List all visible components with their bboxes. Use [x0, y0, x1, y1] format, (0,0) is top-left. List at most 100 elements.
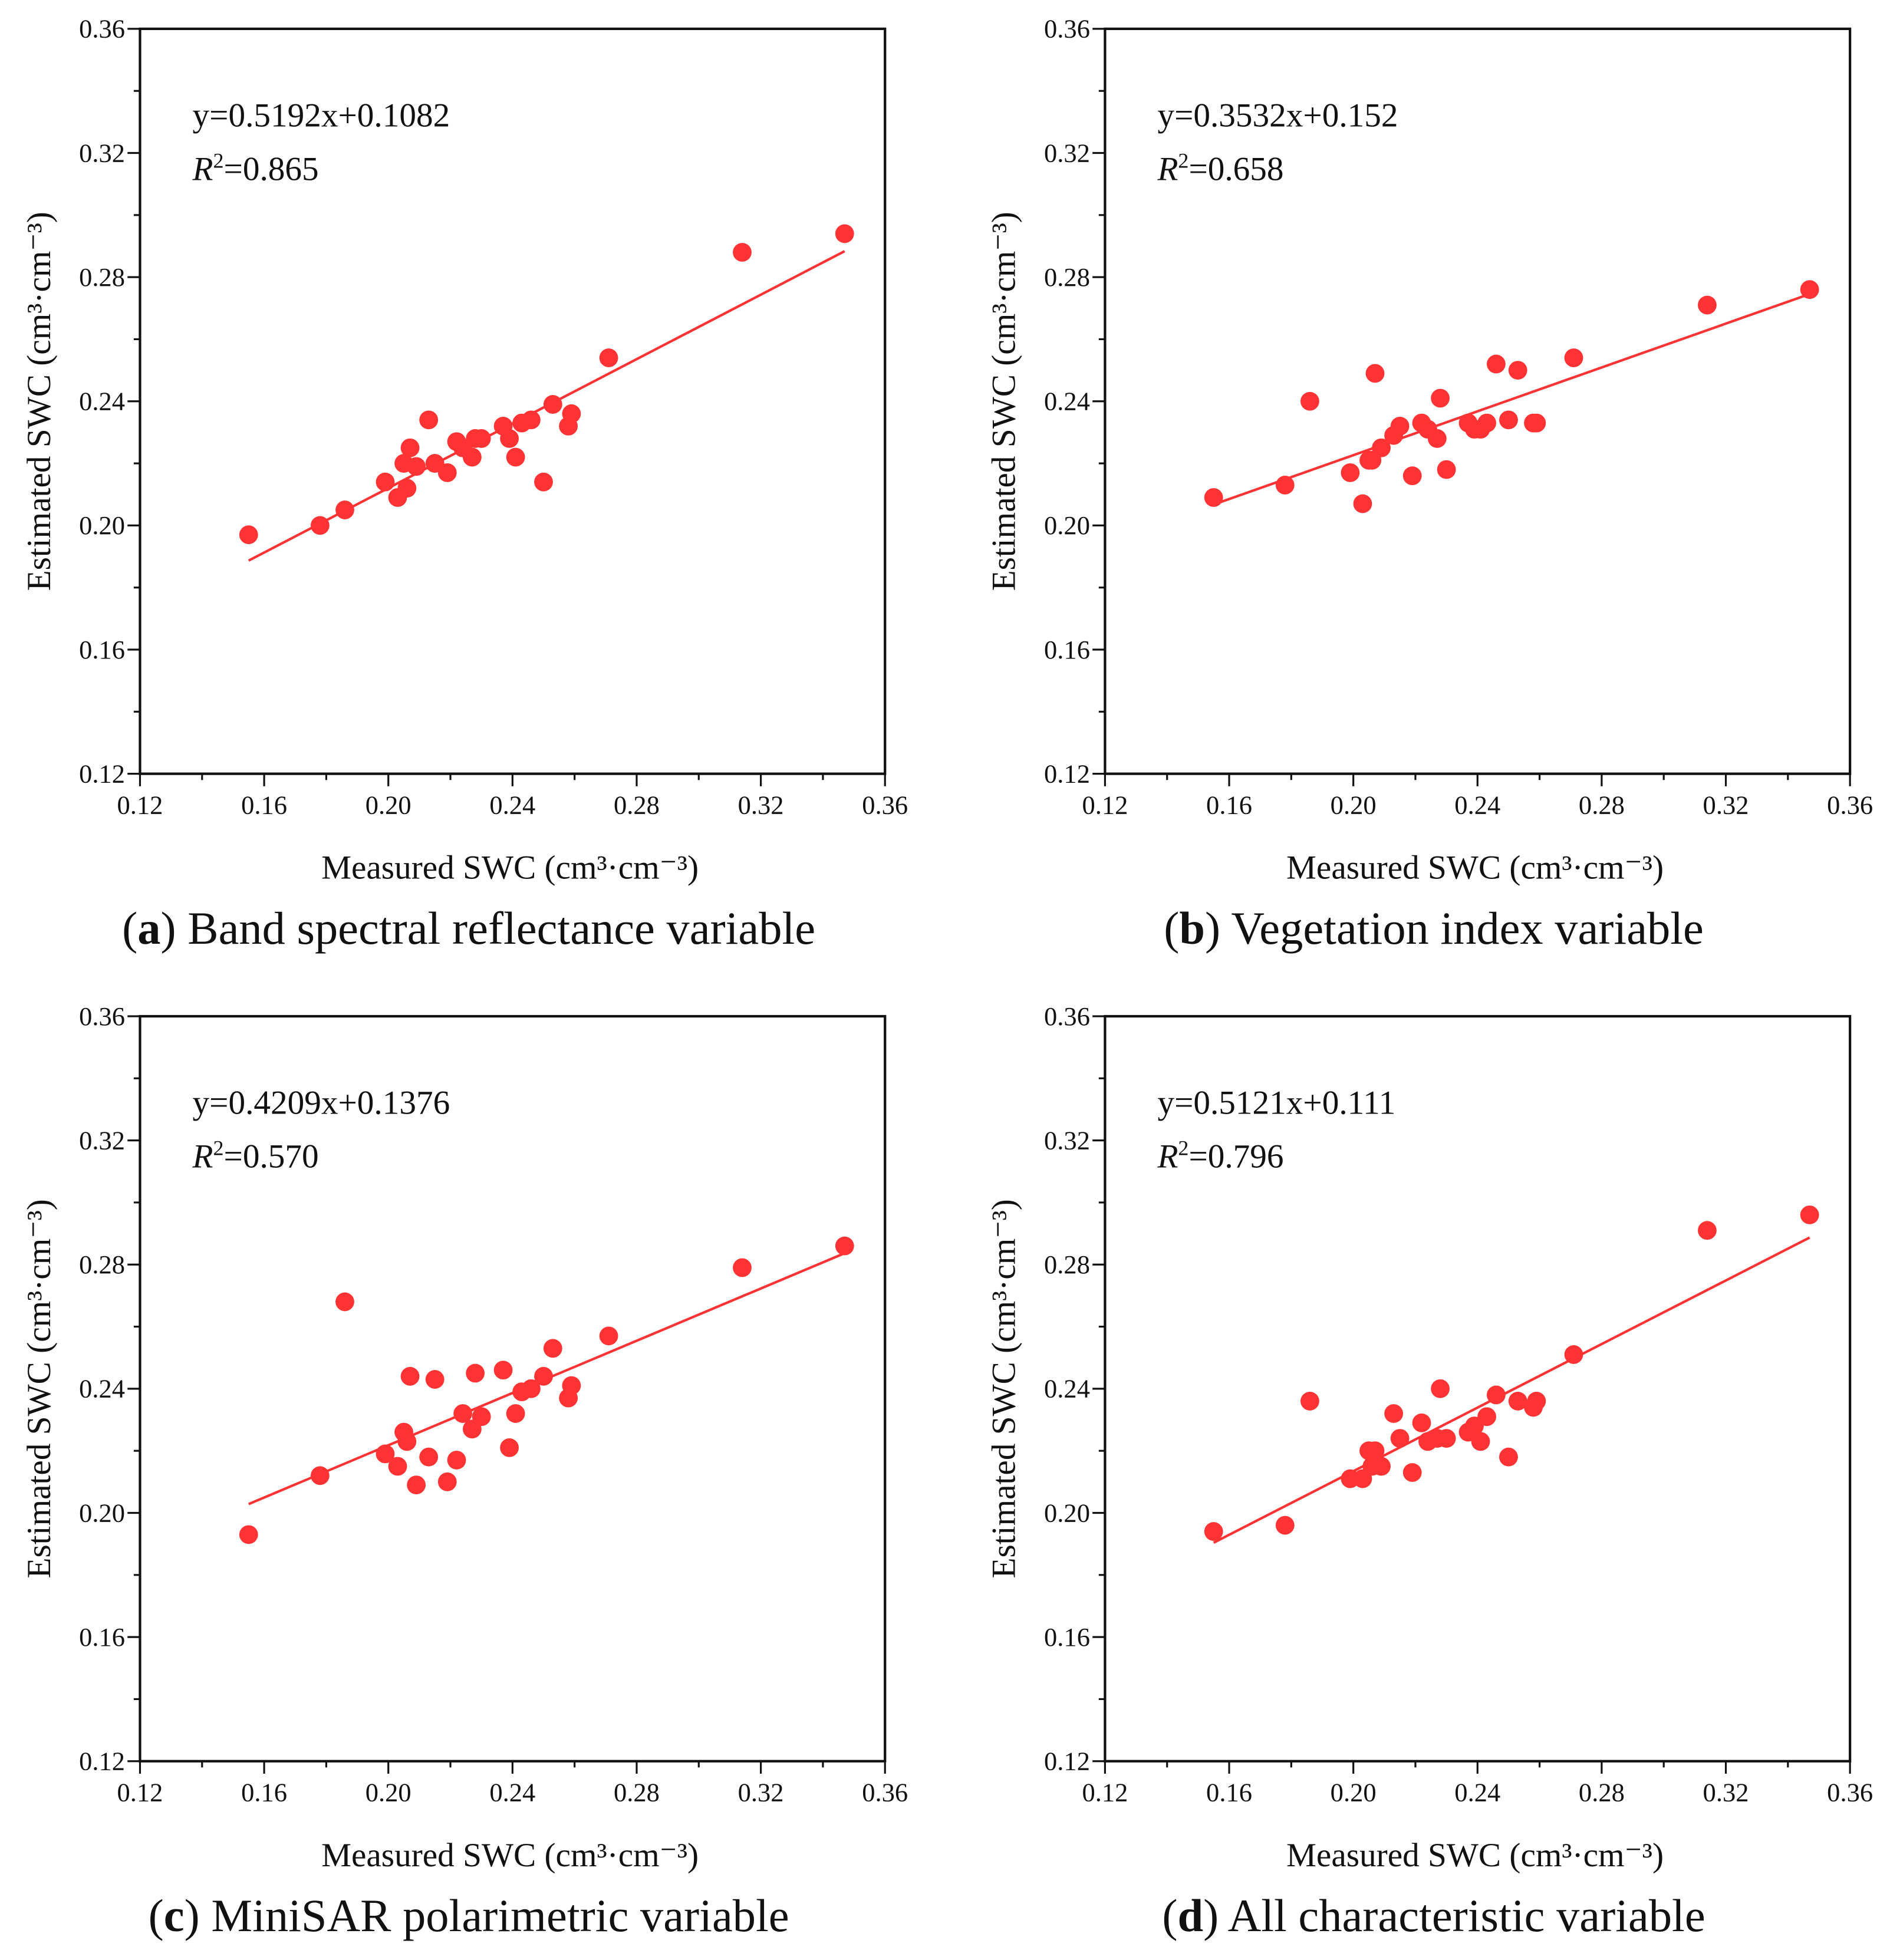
r-symbol: R: [1157, 150, 1178, 187]
data-point: [1390, 416, 1410, 436]
data-point: [500, 1438, 519, 1457]
x-axis-label: Measured SWC (cm³·cm⁻³): [1286, 1837, 1664, 1874]
data-point: [472, 1407, 491, 1427]
data-point: [1353, 494, 1372, 513]
data-point: [239, 525, 258, 545]
plot-frame: [139, 1014, 887, 1763]
x-tick-label: 0.12: [1082, 1778, 1128, 1807]
data-point: [1471, 1432, 1490, 1451]
x-tick-label: 0.20: [1331, 790, 1377, 819]
x-tick-label: 0.12: [117, 1778, 163, 1807]
data-point: [388, 1457, 407, 1476]
x-tick-label: 0.36: [1827, 790, 1873, 819]
data-point: [1412, 1413, 1431, 1432]
x-tick-label: 0.28: [614, 1778, 660, 1807]
caption-letter: b: [1179, 902, 1205, 954]
data-point: [466, 1363, 485, 1383]
data-point: [534, 472, 553, 492]
x-tick-label: 0.16: [241, 790, 287, 819]
data-point: [733, 243, 752, 262]
caption-text: All characteristic variable: [1219, 1890, 1705, 1941]
y-tick-label: 0.24: [79, 1374, 125, 1404]
x-tick-label: 0.32: [1703, 790, 1749, 819]
caption-paren-close: ): [1205, 902, 1220, 954]
caption-paren-open: (: [122, 902, 137, 954]
r-superscript: 2: [213, 1136, 224, 1159]
panel-a: 0.120.12 0.16 0.16 0.20 0.20 0.24 0.24 0.28 0.28…: [21, 14, 908, 954]
data-point: [1477, 413, 1496, 433]
data-point: [376, 472, 395, 492]
y-tick-label: 0.32: [1044, 1125, 1090, 1155]
x-axis-label: Measured SWC (cm³·cm⁻³): [1286, 849, 1664, 887]
y-tick-label: 0.12: [1044, 759, 1090, 788]
data-point: [400, 438, 420, 457]
y-tick-label: 0.28: [1044, 1250, 1090, 1279]
y-axis-label: Estimated SWC (cm³·cm⁻³): [986, 1199, 1023, 1578]
x-tick-label: 0.28: [614, 790, 660, 819]
caption-paren-close: ): [161, 902, 176, 954]
x-tick-label: 0.20: [366, 790, 411, 819]
data-point: [733, 1258, 752, 1277]
y-tick-label: 0.28: [79, 262, 125, 292]
data-point: [419, 410, 439, 430]
y-tick-label: 0.12: [1044, 1747, 1090, 1776]
x-tick-label: 0.28: [1579, 790, 1625, 819]
caption-letter: a: [137, 902, 160, 954]
data-point: [453, 1404, 473, 1423]
y-tick-label: 0.36: [1044, 14, 1090, 44]
panel-c: 0.120.12 0.16 0.16 0.20 0.20 0.24 0.24 0.28 0.28…: [21, 1002, 908, 1941]
x-tick-label: 0.12: [117, 790, 163, 819]
y-axis-label: Estimated SWC (cm³·cm⁻³): [986, 212, 1023, 591]
data-point: [407, 1475, 426, 1494]
data-point: [1384, 1404, 1404, 1423]
data-point: [522, 1379, 541, 1398]
data-point: [1365, 1441, 1385, 1461]
y-tick-label: 0.16: [79, 1622, 125, 1652]
data-point: [1698, 295, 1717, 315]
x-tick-label: 0.24: [489, 790, 535, 819]
data-point: [376, 1444, 395, 1464]
data-point: [1372, 438, 1391, 457]
x-tick-label: 0.20: [366, 1778, 411, 1807]
x-tick-label: 0.24: [1454, 790, 1500, 819]
data-point: [1204, 488, 1223, 507]
data-point: [407, 457, 426, 476]
data-point: [397, 1432, 417, 1451]
data-point: [310, 516, 330, 535]
plot-frame: [1104, 27, 1852, 775]
regression-equation: y=0.3532x+0.152: [1157, 97, 1398, 134]
data-point: [1300, 391, 1319, 411]
r-symbol: R: [192, 150, 213, 187]
y-tick-label: 0.20: [1044, 510, 1090, 540]
data-point: [1698, 1221, 1717, 1240]
data-point: [1402, 466, 1422, 486]
data-point: [1390, 1429, 1410, 1448]
r-symbol: R: [192, 1138, 213, 1175]
x-tick-label: 0.32: [738, 790, 784, 819]
data-point: [397, 479, 417, 498]
data-point: [472, 429, 491, 448]
data-point: [1527, 1392, 1546, 1411]
y-tick-label: 0.12: [79, 1747, 125, 1776]
data-point: [400, 1366, 420, 1386]
caption-paren-close: ): [185, 1890, 200, 1941]
data-point: [1300, 1392, 1319, 1411]
fit-line: [1213, 292, 1810, 506]
data-point: [835, 224, 854, 243]
data-point: [835, 1236, 854, 1256]
data-point: [335, 1292, 354, 1312]
plot-frame: [1104, 1014, 1852, 1763]
data-point: [335, 500, 354, 519]
y-tick-label: 0.36: [79, 1002, 125, 1031]
y-tick-label: 0.16: [79, 635, 125, 664]
data-point: [437, 1472, 457, 1491]
r-squared-value: =0.865: [224, 150, 319, 187]
r-squared: R2=0.865: [192, 149, 319, 187]
y-tick-label: 0.24: [1044, 387, 1090, 416]
y-tick-label: 0.16: [1044, 635, 1090, 664]
panel-caption: (d) All characteristic variable: [1162, 1890, 1705, 1941]
data-point: [599, 1326, 618, 1346]
x-tick-label: 0.24: [1454, 1778, 1500, 1807]
y-tick-label: 0.28: [79, 1250, 125, 1279]
data-point: [506, 447, 525, 467]
